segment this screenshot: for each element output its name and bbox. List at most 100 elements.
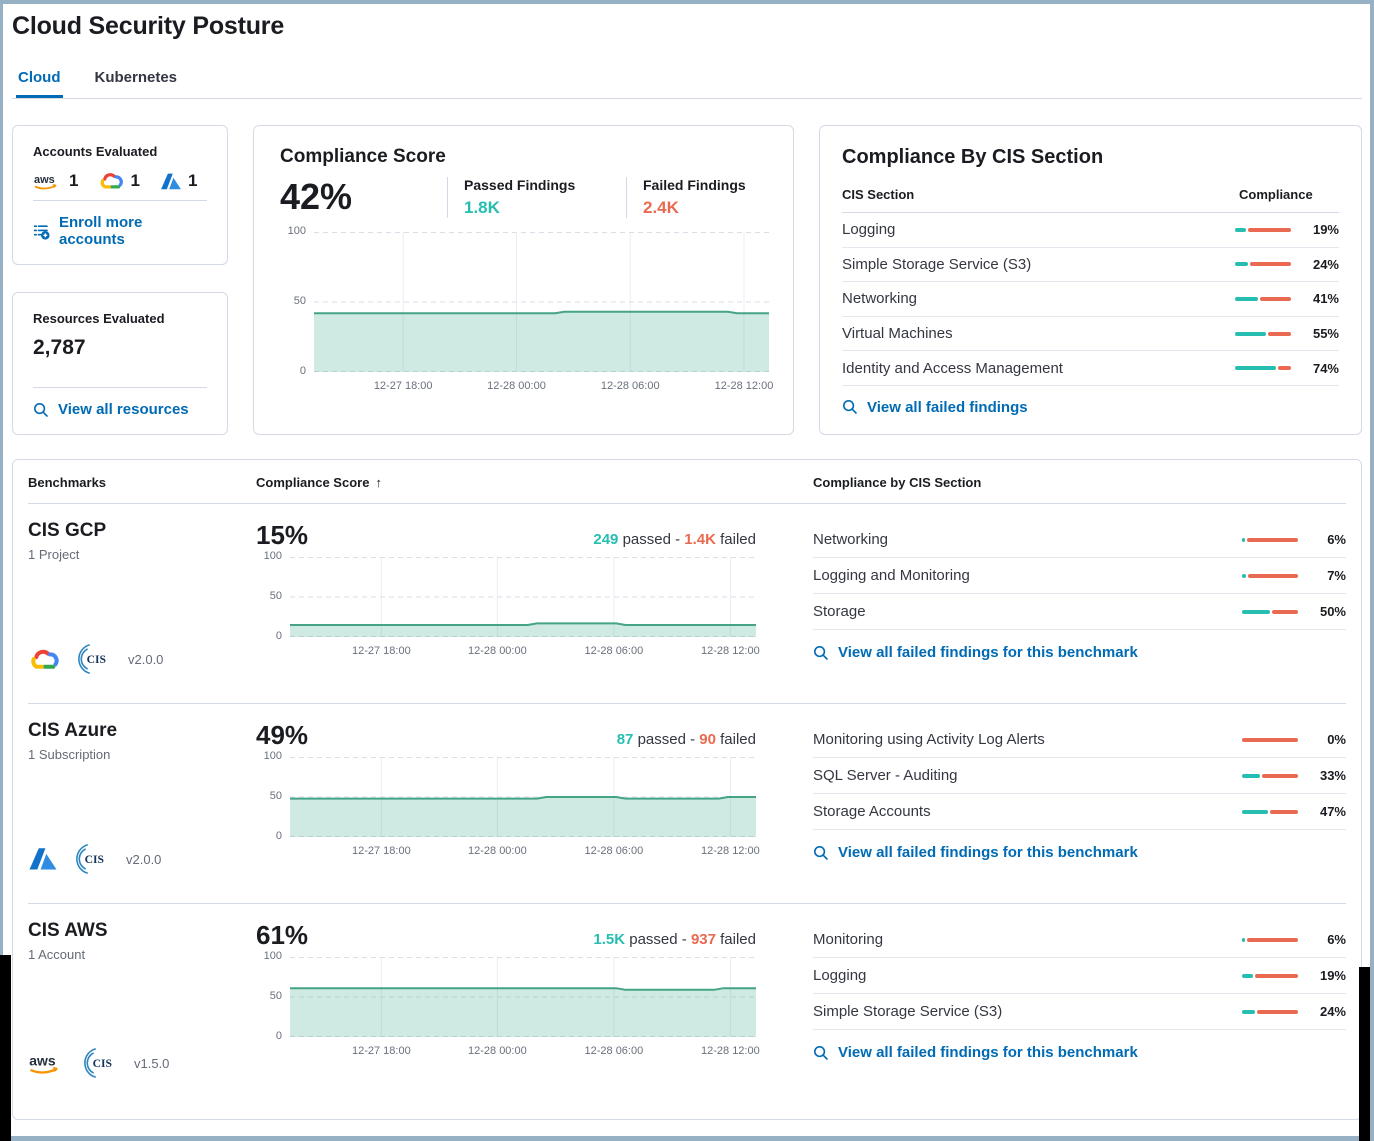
compliance-bar <box>1235 331 1291 336</box>
summary-section: Accounts Evaluated aws 1 1 <box>12 125 1362 435</box>
table-row[interactable]: Monitoring 6% <box>813 922 1346 958</box>
svg-text:CIS: CIS <box>93 1057 112 1070</box>
cis-section-name: Storage Accounts <box>813 803 931 820</box>
table-row[interactable]: Logging 19% <box>813 958 1346 994</box>
benchmark-score: 49% <box>256 720 309 750</box>
compliance-bar <box>1242 573 1298 578</box>
tab-kubernetes[interactable]: Kubernetes <box>94 69 178 86</box>
table-row[interactable]: Simple Storage Service (S3) 24% <box>842 248 1339 283</box>
table-row[interactable]: Simple Storage Service (S3) 24% <box>813 994 1346 1030</box>
passed-findings-label: Passed Findings <box>464 176 576 193</box>
aws-account-count: aws 1 <box>33 171 78 191</box>
cis-section-card-title: Compliance By CIS Section <box>842 146 1104 168</box>
benchmarks-table-card: Benchmarks Compliance Score ↑ Compliance … <box>12 459 1362 1120</box>
view-failed-findings-benchmark-link[interactable]: View all failed findings for this benchm… <box>813 644 1138 661</box>
compliance-bar <box>1235 227 1291 232</box>
compliance-bar <box>1242 973 1298 978</box>
desktop-black-strip-left <box>0 955 11 1141</box>
compliance-pct: 41% <box>1312 291 1339 307</box>
azure-account-count: 1 <box>160 171 197 191</box>
compliance-pct: 19% <box>1319 968 1346 983</box>
benchmark-version: v1.5.0 <box>134 1055 170 1071</box>
benchmark-row-cis-aws: CIS AWS 1 Account aws CIS v1.5.0 61 <box>28 903 1346 1119</box>
svg-text:aws: aws <box>34 174 55 186</box>
benchmark-score: 15% <box>256 520 309 550</box>
search-icon <box>842 399 858 415</box>
compliance-score-header-label: Compliance Score <box>256 475 370 490</box>
accounts-evaluated-title: Accounts Evaluated <box>33 144 158 159</box>
frame-border-right <box>1370 0 1374 1141</box>
benchmark-score: 61% <box>256 920 309 950</box>
table-row[interactable]: Identity and Access Management 74% <box>842 351 1339 386</box>
benchmark-trend-chart: 0 50 100 12-27 18:00 12-28 00:00 12-28 06:00 1… <box>263 950 760 1057</box>
view-failed-findings-benchmark-label: View all failed findings for this benchm… <box>838 844 1138 861</box>
compliance-bar <box>1242 537 1298 542</box>
table-row[interactable]: Storage Accounts 47% <box>813 794 1346 830</box>
compliance-pct: 6% <box>1327 532 1346 547</box>
compliance-pct: 47% <box>1319 804 1346 819</box>
azure-icon <box>160 172 182 191</box>
provider-counts: aws 1 1 <box>33 171 207 191</box>
enroll-more-accounts-label: Enroll more accounts <box>59 214 143 248</box>
svg-text:aws: aws <box>29 1053 56 1069</box>
tab-cloud[interactable]: Cloud <box>16 69 63 98</box>
svg-text:CIS: CIS <box>85 853 104 866</box>
compliance-bar <box>1235 296 1291 301</box>
compliance-bar <box>1235 262 1291 267</box>
cis-section-name: Monitoring using Activity Log Alerts <box>813 731 1045 748</box>
view-failed-findings-benchmark-link[interactable]: View all failed findings for this benchm… <box>813 1044 1138 1061</box>
resources-evaluated-title: Resources Evaluated <box>33 311 165 326</box>
table-row[interactable]: Monitoring using Activity Log Alerts 0% <box>813 722 1346 758</box>
table-row[interactable]: SQL Server - Auditing 33% <box>813 758 1346 794</box>
frame-border-bottom <box>0 1136 1374 1141</box>
passed-failed-summary: 1.5K passed - 937 failed <box>593 931 756 948</box>
table-row[interactable]: Networking 6% <box>813 522 1346 558</box>
passed-findings-stat: Passed Findings 1.8K <box>447 176 584 218</box>
aws-icon: aws <box>28 1050 66 1076</box>
compliance-pct: 74% <box>1312 360 1339 376</box>
search-icon <box>33 402 49 418</box>
compliance-pct: 24% <box>1319 1004 1346 1019</box>
table-row[interactable]: Storage 50% <box>813 594 1346 630</box>
view-all-resources-link[interactable]: View all resources <box>33 401 207 418</box>
view-failed-findings-benchmark-label: View all failed findings for this benchm… <box>838 644 1138 661</box>
cis-section-name: Logging <box>842 221 896 239</box>
failed-findings-value: 2.4K <box>643 197 679 217</box>
compliance-bar <box>1242 773 1298 778</box>
azure-count-value: 1 <box>187 171 198 190</box>
benchmark-name: CIS GCP <box>28 520 107 541</box>
compliance-score-column-header[interactable]: Compliance Score ↑ <box>256 475 813 490</box>
tab-bar: Cloud Kubernetes <box>12 69 1362 99</box>
compliance-pct: 55% <box>1312 326 1339 342</box>
compliance-score-title: Compliance Score <box>280 146 446 167</box>
sort-ascending-icon: ↑ <box>375 475 382 490</box>
card-divider <box>33 200 207 201</box>
azure-icon <box>28 846 58 872</box>
compliance-bar <box>1242 809 1298 814</box>
compliance-bar <box>1242 1009 1298 1014</box>
search-icon <box>813 845 829 861</box>
table-row[interactable]: Logging 19% <box>842 213 1339 248</box>
benchmarks-column-header: Benchmarks <box>28 475 107 490</box>
gcp-count-value: 1 <box>130 171 140 190</box>
cis-icon: CIS <box>76 641 112 677</box>
page-title: Cloud Security Posture <box>12 12 285 40</box>
benchmark-version: v2.0.0 <box>126 851 162 867</box>
compliance-by-cis-section-column-header: Compliance by CIS Section <box>813 475 982 490</box>
view-failed-findings-benchmark-link[interactable]: View all failed findings for this benchm… <box>813 844 1138 861</box>
table-row[interactable]: Logging and Monitoring 7% <box>813 558 1346 594</box>
compliance-bar <box>1242 737 1298 742</box>
aws-count-value: 1 <box>69 171 79 190</box>
gcp-icon <box>28 647 60 672</box>
enroll-more-accounts-link[interactable]: Enroll more accounts <box>33 214 207 248</box>
resources-count: 2,787 <box>33 336 86 359</box>
view-all-failed-findings-link[interactable]: View all failed findings <box>842 399 1339 416</box>
cis-section-name: Networking <box>842 290 918 308</box>
passed-failed-summary: 249 passed - 1.4K failed <box>593 531 756 548</box>
table-row[interactable]: Virtual Machines 55% <box>842 317 1339 352</box>
cis-section-name: Networking <box>813 531 889 548</box>
cis-section-name: Monitoring <box>813 931 884 948</box>
table-row[interactable]: Networking 41% <box>842 282 1339 317</box>
compliance-bar <box>1242 937 1298 942</box>
cis-section-name: Identity and Access Management <box>842 359 1063 377</box>
